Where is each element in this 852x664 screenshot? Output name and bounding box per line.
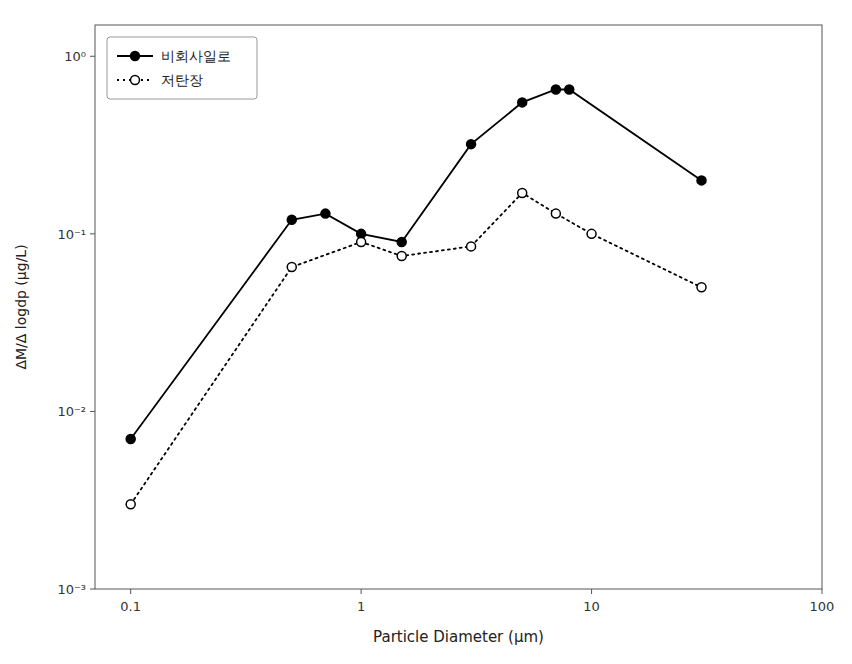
x-axis-label: Particle Diameter (μm): [373, 628, 544, 646]
x-tick: [361, 589, 362, 594]
data-point: [587, 229, 596, 238]
legend-label: 저탄장: [161, 72, 203, 88]
x-tick-label: 10: [583, 599, 600, 614]
data-point: [357, 237, 366, 246]
y-tick: [90, 411, 95, 412]
legend-marker: [131, 52, 140, 61]
x-tick-label: 0.1: [120, 599, 141, 614]
legend-marker: [131, 76, 140, 85]
y-axis-label: ΔM/Δ logdp (μg/L): [13, 244, 29, 369]
plot-frame: [95, 25, 822, 589]
data-point: [126, 500, 135, 509]
y-tick-label: 10⁰: [64, 49, 86, 64]
legend: 비회사일로저탄장: [107, 37, 257, 99]
data-point: [565, 85, 574, 94]
legend-box: [107, 37, 257, 99]
chart: 0.1 1 10 100 10⁻³ 10⁻² 10⁻¹ 10⁰ Particle Diamete…: [0, 0, 852, 664]
y-tick: [90, 56, 95, 57]
legend-label: 비회사일로: [161, 48, 231, 64]
y-tick-label: 10⁻¹: [57, 227, 86, 242]
data-point: [397, 237, 406, 246]
x-tick: [822, 589, 823, 594]
y-tick-label: 10⁻³: [57, 582, 86, 597]
data-point: [287, 263, 296, 272]
data-point: [467, 140, 476, 149]
y-tick-label: 10⁻²: [57, 404, 86, 419]
data-point: [697, 283, 706, 292]
data-point: [397, 252, 406, 261]
data-point: [321, 209, 330, 218]
x-tick-label: 100: [810, 599, 835, 614]
y-tick: [90, 233, 95, 234]
data-point: [697, 176, 706, 185]
x-tick-label: 1: [357, 599, 365, 614]
series-line: [131, 193, 702, 504]
data-point: [551, 85, 560, 94]
y-tick: [90, 589, 95, 590]
data-point: [287, 215, 296, 224]
x-tick: [591, 589, 592, 594]
data-point: [467, 242, 476, 251]
plot-area: [126, 85, 706, 509]
series-line: [131, 89, 702, 438]
data-point: [551, 209, 560, 218]
x-tick: [130, 589, 131, 594]
data-point: [518, 98, 527, 107]
data-point: [126, 434, 135, 443]
data-point: [518, 188, 527, 197]
